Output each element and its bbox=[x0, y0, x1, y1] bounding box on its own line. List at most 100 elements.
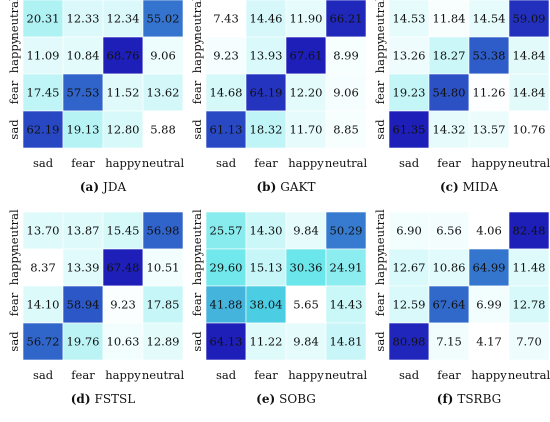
cell-value-label: 13.39 bbox=[67, 261, 100, 275]
x-tick-label: happy bbox=[105, 156, 141, 170]
cell-value-label: 14.43 bbox=[330, 298, 363, 312]
cell-value-label: 10.76 bbox=[513, 123, 546, 137]
cell-value-label: 82.48 bbox=[513, 224, 546, 238]
heatmap-cell bbox=[102, 0, 144, 38]
cell-value-label: 7.70 bbox=[516, 335, 542, 349]
cell-value-label: 64.19 bbox=[250, 86, 283, 100]
panel-caption: (e) SOBG bbox=[256, 392, 316, 406]
cell-value-label: 20.31 bbox=[27, 12, 60, 26]
cell-value-label: 4.06 bbox=[476, 224, 502, 238]
x-tick-label: neutral bbox=[142, 368, 185, 382]
x-tick-label: fear bbox=[71, 156, 95, 170]
heatmap-cell bbox=[508, 211, 550, 250]
heatmap-cell bbox=[428, 285, 470, 324]
heatmap-panel: 20.31 12.33 12.34 55.02 11.09 10.84 68.76 9.06 1… bbox=[7, 0, 184, 194]
heatmap-cell bbox=[508, 248, 550, 287]
y-tick-label: fear bbox=[190, 80, 204, 104]
heatmap-cell bbox=[468, 322, 510, 361]
cell-value-label: 14.30 bbox=[250, 224, 283, 238]
x-tick-label: sad bbox=[33, 368, 54, 382]
heatmap-cell bbox=[62, 285, 104, 324]
caption-letter: (b) bbox=[257, 180, 277, 194]
cell-value-label: 19.23 bbox=[393, 86, 426, 100]
x-tick-label: sad bbox=[216, 156, 237, 170]
cell-value-label: 14.81 bbox=[330, 335, 363, 349]
cell-value-label: 14.54 bbox=[473, 12, 506, 26]
cell-value-label: 14.84 bbox=[513, 86, 546, 100]
cell-value-label: 9.06 bbox=[150, 49, 176, 63]
cell-value-label: 56.72 bbox=[27, 335, 60, 349]
heatmap-cell bbox=[62, 322, 104, 361]
y-tick-label: fear bbox=[373, 80, 387, 104]
heatmap-cell bbox=[285, 110, 327, 149]
heatmap-cell bbox=[388, 322, 430, 361]
cell-value-label: 64.99 bbox=[473, 261, 506, 275]
caption-name: GAKT bbox=[280, 180, 315, 194]
cell-value-label: 4.17 bbox=[476, 335, 502, 349]
cell-value-label: 9.84 bbox=[293, 335, 319, 349]
x-tick-label: sad bbox=[399, 368, 420, 382]
cell-value-label: 9.23 bbox=[213, 49, 239, 63]
y-tick-label: sad bbox=[7, 331, 21, 352]
y-tick-label: fear bbox=[190, 292, 204, 316]
heatmap-cell bbox=[388, 110, 430, 149]
cell-value-label: 8.85 bbox=[333, 123, 359, 137]
heatmap-cell bbox=[205, 248, 247, 287]
cell-value-label: 67.48 bbox=[107, 261, 140, 275]
cell-value-label: 19.76 bbox=[67, 335, 100, 349]
heatmap-cell bbox=[22, 73, 64, 112]
heatmap-cell bbox=[102, 73, 144, 112]
heatmap-cell bbox=[508, 0, 550, 38]
caption-name: FSTSL bbox=[95, 392, 136, 406]
cell-value-label: 12.59 bbox=[393, 298, 426, 312]
cell-value-label: 12.67 bbox=[393, 261, 426, 275]
heatmap-cell bbox=[245, 73, 287, 112]
y-tick-label: fear bbox=[7, 80, 21, 104]
cell-value-label: 14.84 bbox=[513, 49, 546, 63]
cell-value-label: 15.13 bbox=[250, 261, 283, 275]
heatmap-panel: 7.43 14.46 11.90 66.21 9.23 13.93 67.61 8.99 14.… bbox=[190, 0, 367, 194]
heatmap-cell bbox=[508, 322, 550, 361]
heatmap-cell bbox=[388, 36, 430, 75]
heatmap-cell bbox=[285, 0, 327, 38]
heatmap-cell bbox=[325, 322, 367, 361]
cell-value-label: 8.37 bbox=[30, 261, 56, 275]
cell-value-label: 54.80 bbox=[433, 86, 466, 100]
cell-value-label: 17.45 bbox=[27, 86, 60, 100]
y-tick-label: sad bbox=[190, 119, 204, 140]
heatmap-cell bbox=[22, 322, 64, 361]
heatmap-cell bbox=[388, 211, 430, 250]
cell-value-label: 67.61 bbox=[290, 49, 323, 63]
cell-value-label: 14.32 bbox=[433, 123, 466, 137]
cell-value-label: 61.35 bbox=[393, 123, 426, 137]
cell-value-label: 9.84 bbox=[293, 224, 319, 238]
cell-value-label: 61.13 bbox=[210, 123, 243, 137]
y-tick-label: happy bbox=[373, 37, 387, 73]
heatmap-cell bbox=[468, 285, 510, 324]
cell-value-label: 5.65 bbox=[293, 298, 319, 312]
cell-value-label: 11.48 bbox=[513, 261, 546, 275]
panel-caption: (f) TSRBG bbox=[437, 392, 501, 406]
cell-value-label: 6.99 bbox=[476, 298, 502, 312]
cell-value-label: 10.84 bbox=[67, 49, 100, 63]
heatmap-cell bbox=[142, 110, 184, 149]
x-tick-label: fear bbox=[254, 156, 278, 170]
heatmap-cell bbox=[62, 0, 104, 38]
cell-value-label: 64.13 bbox=[210, 335, 243, 349]
cell-value-label: 13.93 bbox=[250, 49, 283, 63]
cell-value-label: 14.46 bbox=[250, 12, 283, 26]
cell-value-label: 66.21 bbox=[330, 12, 363, 26]
heatmap-cell bbox=[22, 0, 64, 38]
x-tick-label: neutral bbox=[142, 156, 185, 170]
heatmap-cell bbox=[62, 211, 104, 250]
heatmap-cell bbox=[508, 110, 550, 149]
heatmap-cell bbox=[468, 110, 510, 149]
x-tick-label: neutral bbox=[508, 368, 550, 382]
heatmap-cell bbox=[142, 285, 184, 324]
cell-value-label: 18.32 bbox=[250, 123, 283, 137]
y-tick-label: sad bbox=[190, 331, 204, 352]
y-tick-label: fear bbox=[373, 292, 387, 316]
heatmap-cell bbox=[205, 0, 247, 38]
y-tick-label: happy bbox=[7, 249, 21, 285]
